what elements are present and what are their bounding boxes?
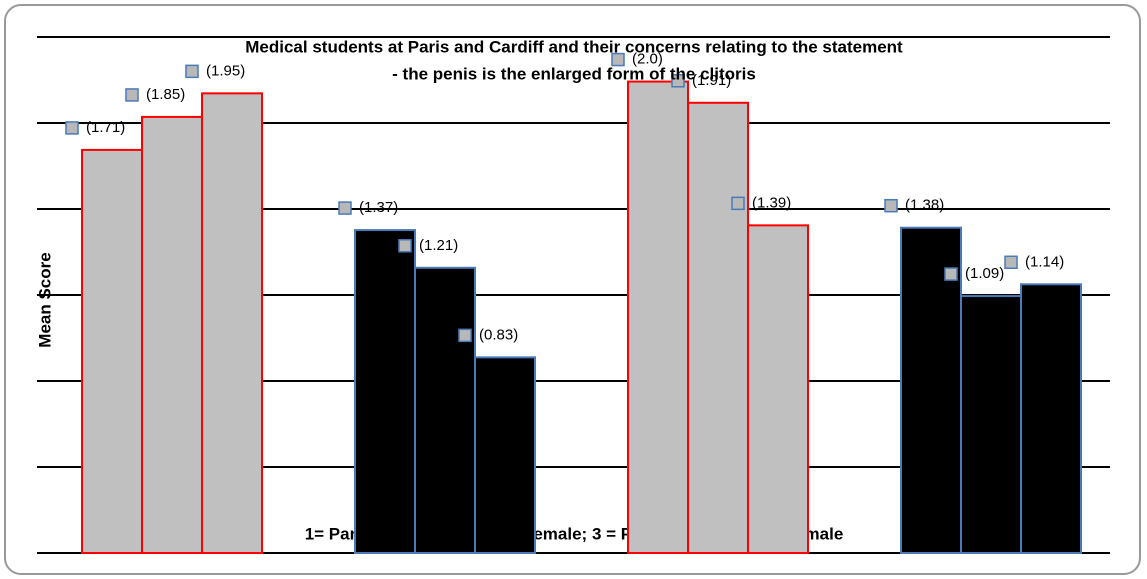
label-marker — [884, 198, 898, 213]
frame — [4, 4, 1141, 575]
data-label: (0.83) — [479, 326, 518, 343]
bar — [687, 101, 749, 555]
chart-subtitle: - the penis is the enlarged form of the … — [392, 64, 756, 83]
label-marker — [731, 196, 745, 211]
bar — [1020, 283, 1082, 554]
bar — [201, 92, 263, 554]
data-label: (1.91) — [692, 72, 731, 89]
data-label: (1.85) — [146, 86, 185, 103]
label-marker — [65, 121, 79, 135]
data-label: (1.37) — [359, 199, 398, 216]
bar — [747, 224, 809, 554]
bar — [960, 295, 1022, 554]
bar — [141, 115, 203, 555]
bar — [474, 356, 536, 554]
data-label: (1.39) — [752, 194, 791, 211]
label-marker — [1004, 255, 1018, 270]
bar — [627, 80, 689, 554]
bar — [354, 229, 416, 554]
y-axis-label: Mean Score — [35, 252, 54, 347]
label-marker — [338, 201, 352, 215]
label-marker — [671, 74, 685, 88]
data-label: (1.21) — [419, 237, 458, 254]
data-label: (1.71) — [86, 119, 125, 136]
bar — [414, 266, 476, 554]
data-label: (2.0) — [632, 51, 663, 68]
data-label: (1.09) — [965, 265, 1004, 282]
label-marker — [611, 52, 625, 67]
data-label: (1.95) — [206, 62, 245, 79]
label-marker — [458, 328, 472, 343]
label-marker — [398, 239, 412, 253]
data-label: (1.14) — [1025, 253, 1064, 270]
label-marker — [185, 64, 199, 79]
label-marker — [944, 267, 958, 281]
label-marker — [125, 88, 139, 102]
bar — [81, 148, 143, 555]
data-label: (1.38) — [905, 197, 944, 214]
chart-title: Medical students at Paris and Cardiff an… — [245, 37, 903, 56]
